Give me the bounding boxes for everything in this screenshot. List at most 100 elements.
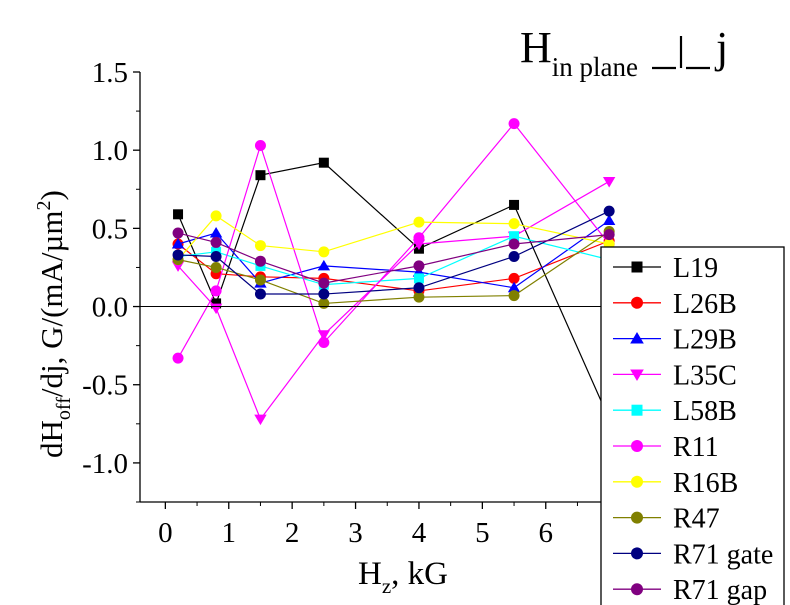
y-axis-label: dHoff/dj, G/(mA/µm2) [33, 190, 75, 458]
legend-entry: L26B [613, 289, 737, 320]
x-tick-label: 6 [539, 517, 554, 549]
x-tick-label: 2 [285, 517, 300, 549]
x-tick-label: 3 [348, 517, 363, 549]
data-point [507, 281, 521, 293]
y-tick-label: -1.0 [82, 448, 128, 480]
x-tick-label: 0 [158, 517, 173, 549]
data-point [254, 414, 267, 426]
x-tick-label: 4 [412, 517, 427, 549]
data-point [254, 139, 266, 151]
data-point [210, 236, 222, 248]
legend-marker [631, 440, 643, 452]
legend-label: R71 gap [673, 575, 767, 605]
data-point [172, 249, 184, 261]
legend-entry: R16B [613, 468, 738, 499]
legend-label: R11 [673, 432, 719, 463]
legend-label: L19 [673, 253, 718, 284]
legend-marker [630, 332, 644, 344]
data-point [508, 118, 520, 130]
legend-marker [631, 404, 643, 416]
data-point [210, 210, 222, 222]
data-point [254, 255, 266, 267]
x-tick-label: 5 [475, 517, 490, 549]
legend-marker [631, 547, 643, 560]
legend-label: L58B [673, 396, 737, 427]
data-point [318, 288, 330, 300]
legend-entry: R71 gate [613, 539, 773, 570]
data-point [318, 277, 330, 289]
data-point [210, 285, 222, 297]
plot-area [171, 118, 616, 426]
data-point [509, 231, 520, 242]
y-tick-label: 1.5 [92, 57, 128, 89]
legend-entry: L29B [613, 325, 737, 356]
data-point [508, 218, 520, 230]
series-l35c [171, 176, 616, 426]
data-point [209, 303, 223, 315]
legend-label: L35C [673, 360, 737, 391]
y-tick-label: 0.0 [92, 292, 128, 324]
data-point [602, 214, 616, 226]
series-line [178, 210, 610, 295]
legend-label: R47 [673, 504, 720, 535]
data-point [413, 273, 424, 284]
legend-marker [631, 261, 643, 273]
legend-label: R71 gate [673, 539, 773, 570]
y-tick-label: 0.5 [92, 213, 128, 245]
data-point [508, 272, 520, 284]
data-point [508, 290, 520, 302]
legend: L19 L26B L29B L35C L58B R11 R16B R47 R71 gate R71… [600, 246, 785, 605]
legend-entry: L19 [613, 253, 718, 284]
series-l29b [171, 214, 616, 293]
data-point [413, 282, 425, 294]
data-point [254, 240, 266, 252]
chart-title-subscript: in plane [552, 52, 638, 82]
data-point [209, 227, 223, 238]
data-point [318, 297, 330, 309]
axes: -1.0 -0.5 0.0 0.5 1.0 1.5 0 1 2 3 4 5 6 [82, 57, 625, 549]
series-line [177, 180, 610, 421]
data-point [413, 291, 425, 303]
y-tick-label: -0.5 [82, 370, 128, 402]
legend-marker [631, 296, 643, 309]
data-point [210, 251, 222, 263]
data-point [603, 205, 615, 217]
legend-marker [631, 583, 643, 596]
legend-box [600, 246, 785, 605]
chart-title-tail: j [714, 23, 728, 72]
data-point [255, 170, 266, 181]
data-point [413, 232, 425, 244]
series-line [177, 235, 610, 286]
data-point [318, 157, 329, 168]
series-r16b [172, 210, 615, 266]
data-point [508, 251, 520, 263]
legend-entry: R11 [613, 432, 719, 463]
x-axis-label: Hz, kG [358, 556, 448, 598]
data-point [173, 209, 184, 220]
legend-entry: R47 [613, 504, 720, 535]
legend-label: L26B [673, 289, 737, 320]
data-point [603, 229, 615, 241]
legend-marker [630, 369, 644, 381]
data-point [413, 260, 425, 272]
legend-label: R16B [673, 468, 738, 499]
y-tick-label: 1.0 [92, 135, 128, 167]
data-point [172, 352, 184, 364]
perpendicular-symbol [652, 36, 710, 70]
legend-label: L29B [673, 325, 737, 356]
data-point [211, 298, 222, 309]
data-point [602, 176, 616, 188]
data-point [509, 199, 520, 210]
data-point [318, 246, 330, 258]
series-r71-gap [172, 227, 615, 289]
series-r71-gate [172, 205, 615, 300]
x-axis-label-subscript: z [382, 574, 391, 598]
legend-entry: R71 gap [613, 575, 767, 605]
data-point [318, 337, 330, 349]
data-point [413, 216, 425, 228]
data-point [171, 238, 185, 249]
x-tick-label: 1 [222, 517, 237, 549]
chart-title: Hin plane [520, 23, 638, 82]
y-axis-label-superscript: 2 [33, 201, 55, 211]
data-point [210, 261, 222, 273]
